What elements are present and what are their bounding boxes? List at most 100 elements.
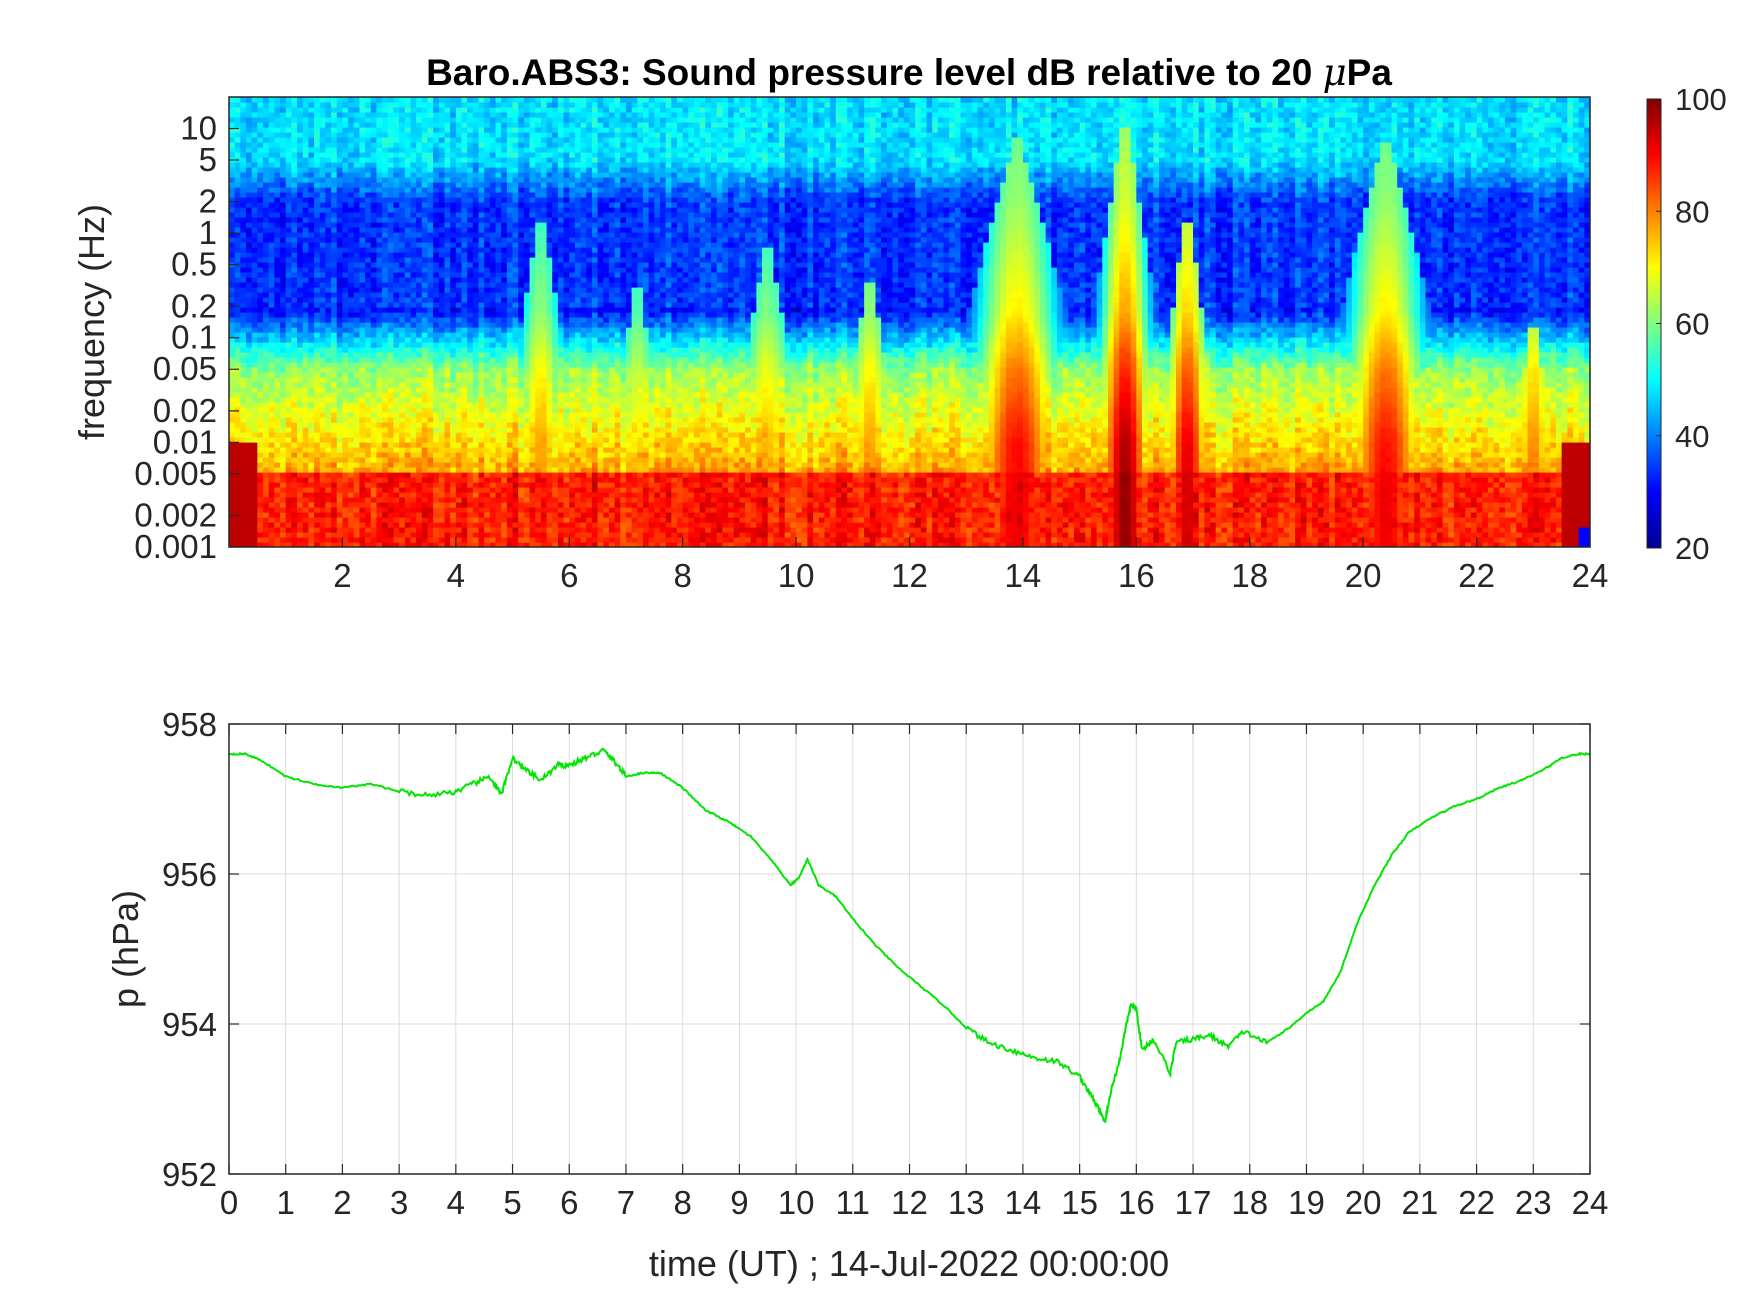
- heatmap-cell: [512, 517, 519, 523]
- heatmap-cell: [455, 147, 463, 153]
- heatmap-cell: [404, 207, 412, 213]
- heatmap-cell: [467, 307, 474, 313]
- heatmap-cell: [234, 467, 241, 473]
- heatmap-cell: [291, 397, 298, 403]
- heatmap-cell: [308, 332, 315, 338]
- heatmap-cell: [518, 532, 525, 538]
- heatmap-cell: [257, 517, 264, 523]
- heatmap-cell: [540, 527, 548, 533]
- heatmap-cell: [365, 342, 372, 348]
- heatmap-cell: [263, 177, 270, 183]
- heatmap-cell: [342, 137, 349, 143]
- heatmap-cell: [257, 307, 264, 313]
- heatmap-cell: [365, 232, 372, 238]
- heatmap-cell: [416, 522, 423, 528]
- heatmap-cell: [489, 487, 497, 493]
- heatmap-cell: [308, 282, 315, 288]
- heatmap-cell: [376, 192, 383, 198]
- heatmap-cell: [280, 437, 287, 443]
- heatmap-cell: [467, 482, 474, 488]
- heatmap-cell: [455, 452, 463, 458]
- heatmap-cell: [433, 457, 440, 463]
- heatmap-cell: [416, 272, 423, 278]
- heatmap-cell: [331, 117, 338, 123]
- heatmap-cell: [319, 312, 326, 318]
- heatmap-cell: [506, 402, 514, 408]
- heatmap-cell: [387, 107, 395, 113]
- heatmap-cell: [540, 462, 548, 468]
- heatmap-cell: [302, 162, 309, 168]
- heatmap-cell: [489, 327, 497, 333]
- heatmap-cell: [523, 237, 531, 243]
- heatmap-cell: [506, 527, 514, 533]
- heatmap-cell: [444, 532, 451, 538]
- heatmap-cell: [427, 397, 434, 403]
- heatmap-cell: [495, 142, 502, 148]
- heatmap-cell: [336, 157, 344, 163]
- heatmap-cell: [467, 187, 474, 193]
- heatmap-cell: [404, 252, 412, 258]
- heatmap-cell: [274, 347, 281, 353]
- heatmap-cell: [263, 297, 270, 303]
- heatmap-cell: [450, 297, 457, 303]
- heatmap-cell: [302, 247, 309, 253]
- heatmap-cell: [444, 512, 451, 518]
- heatmap-cell: [393, 342, 400, 348]
- heatmap-cell: [353, 472, 361, 478]
- heatmap-cell: [399, 257, 406, 263]
- heatmap-cell: [404, 137, 412, 143]
- heatmap-cell: [234, 502, 241, 508]
- heatmap-cell: [467, 167, 474, 173]
- heatmap-cell: [523, 317, 531, 323]
- heatmap-cell: [331, 377, 338, 383]
- heatmap-cell: [501, 237, 508, 243]
- heatmap-cell: [285, 532, 292, 538]
- heatmap-cell: [359, 362, 366, 368]
- heatmap-cell: [478, 407, 485, 413]
- heatmap-cell: [229, 277, 236, 283]
- heatmap-cell: [472, 147, 480, 153]
- heatmap-cell: [421, 512, 429, 518]
- heatmap-cell: [427, 357, 434, 363]
- heatmap-cell: [433, 497, 440, 503]
- heatmap-cell: [478, 437, 485, 443]
- heatmap-cell: [234, 457, 241, 463]
- heatmap-cell: [484, 232, 491, 238]
- heatmap-cell: [331, 132, 338, 138]
- heatmap-cell: [359, 202, 366, 208]
- heatmap-cell: [246, 107, 253, 113]
- heatmap-cell: [297, 407, 304, 413]
- heatmap-cell: [365, 192, 372, 198]
- heatmap-cell: [319, 527, 326, 533]
- heatmap-cell: [529, 152, 536, 158]
- heatmap-cell: [257, 372, 264, 378]
- heatmap-cell: [444, 397, 451, 403]
- heatmap-cell: [467, 442, 474, 448]
- heatmap-cell: [302, 487, 309, 493]
- heatmap-cell: [280, 237, 287, 243]
- heatmap-cell: [257, 417, 264, 423]
- heatmap-cell: [285, 217, 292, 223]
- heatmap-cell: [257, 502, 264, 508]
- heatmap-cell: [512, 127, 519, 133]
- heatmap-cell: [314, 317, 321, 323]
- heatmap-cell: [444, 357, 451, 363]
- heatmap-cell: [308, 442, 315, 448]
- heatmap-cell: [438, 207, 446, 213]
- heatmap-cell: [438, 417, 446, 423]
- heatmap-cell: [353, 437, 361, 443]
- heatmap-cell: [444, 197, 451, 203]
- heatmap-cell: [444, 167, 451, 173]
- heatmap-cell: [387, 177, 395, 183]
- heatmap-cell: [291, 172, 298, 178]
- heatmap-cell: [484, 542, 491, 547]
- heatmap-cell: [229, 317, 236, 323]
- heatmap-cell: [274, 367, 281, 373]
- heatmap-cell: [416, 167, 423, 173]
- heatmap-cell: [478, 477, 485, 483]
- heatmap-cell: [297, 322, 304, 328]
- heatmap-cell: [444, 102, 451, 108]
- heatmap-cell: [263, 287, 270, 293]
- heatmap-cell: [472, 247, 480, 253]
- heatmap-cell: [251, 217, 258, 223]
